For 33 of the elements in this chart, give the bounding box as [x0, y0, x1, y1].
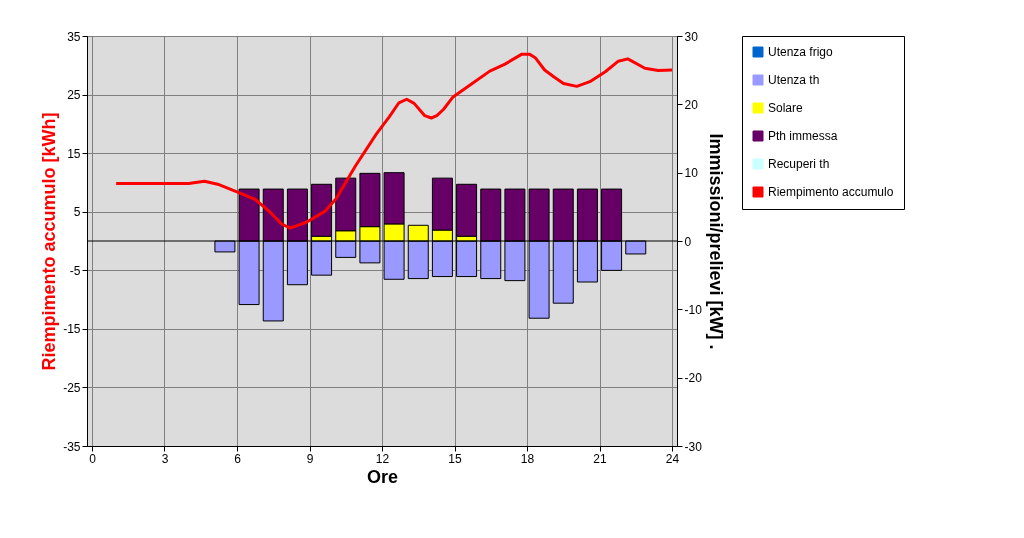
x-tick-label: 21 — [593, 451, 607, 466]
y-axis-title: Riempimento accumulo [kWh] — [39, 112, 60, 371]
legend-label: Riempimento accumulo — [768, 185, 894, 199]
y2-tick-label: -30 — [684, 439, 703, 454]
y-tick-label: -15 — [63, 322, 81, 337]
y-tick-label: 35 — [67, 29, 81, 44]
y-tick-label: 5 — [73, 205, 81, 220]
legend-label: Recuperi th — [768, 157, 830, 171]
y2-tick-label: 30 — [684, 29, 699, 44]
y2-tick-label: -20 — [684, 371, 703, 386]
x-tick-label: 15 — [448, 451, 462, 466]
x-tick-label: 0 — [89, 451, 97, 466]
y-tick-label: -5 — [69, 263, 81, 278]
x-tick-label: 3 — [161, 451, 169, 466]
y-tick-label: 25 — [67, 88, 81, 103]
y2-tick-label: -10 — [684, 302, 703, 317]
x-tick-label: 18 — [520, 451, 535, 466]
x-axis-title: Ore — [366, 466, 399, 487]
x-tick-label: 24 — [665, 451, 680, 466]
y-tick-label: -25 — [63, 380, 81, 395]
y2-tick-label: 10 — [684, 166, 699, 181]
y2-tick-label: 0 — [684, 234, 692, 249]
y-tick-label: 15 — [67, 146, 81, 161]
y2-axis-title: Immissioni/prelievi [kW] . — [705, 133, 726, 350]
legend-label: Utenza frigo — [768, 45, 834, 59]
x-tick-label: 9 — [306, 451, 314, 466]
x-tick-label: 12 — [375, 451, 390, 466]
y-tick-label: -35 — [63, 439, 81, 454]
y2-tick-label: 20 — [684, 97, 699, 112]
x-tick-label: 6 — [234, 451, 242, 466]
legend-label: Pth immessa — [768, 129, 838, 143]
legend-label: Solare — [768, 101, 804, 115]
legend-label: Utenza th — [768, 73, 820, 87]
